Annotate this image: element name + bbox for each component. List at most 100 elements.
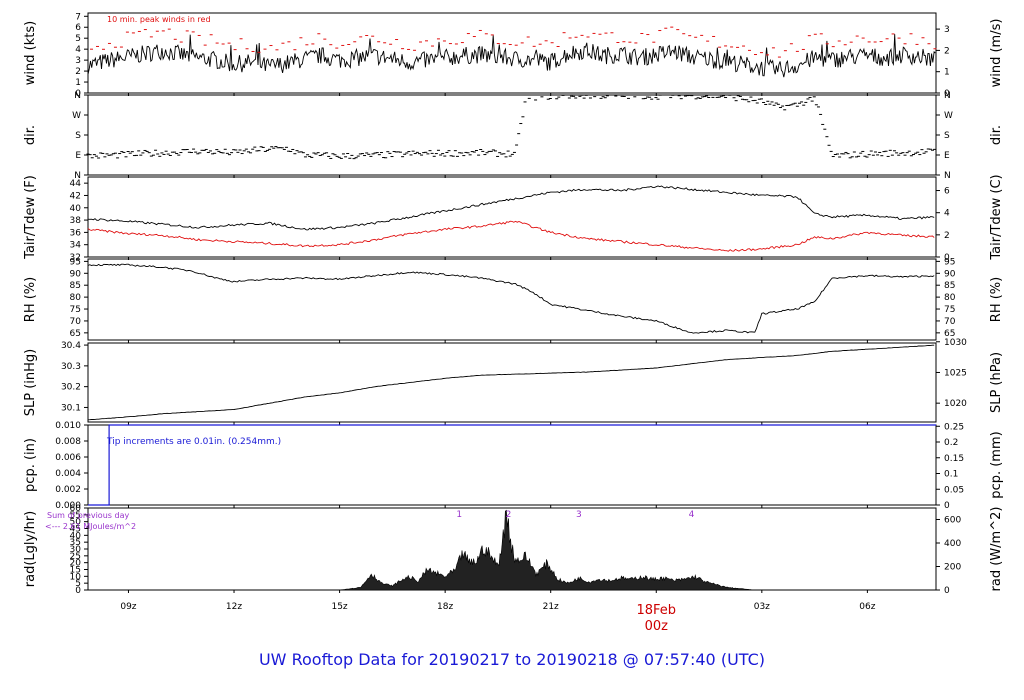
- temp-tick-label-right: 2: [944, 231, 950, 241]
- rad-ylabel: rad(Lgly/hr): [23, 511, 38, 587]
- dir-ylabel-right: dir.: [989, 125, 1004, 145]
- pcp-tick-label-right: 0: [944, 501, 950, 511]
- rh-ylabel: RH (%): [23, 277, 38, 322]
- rad-tick-label: 0: [75, 586, 81, 596]
- slp-ylabel: SLP (inHg): [23, 349, 38, 417]
- rh-ylabel-right: RH (%): [989, 277, 1004, 322]
- x-tick-label: 12z: [226, 602, 242, 612]
- wind-tick-label: 1: [75, 78, 81, 88]
- slp-line: [87, 344, 935, 421]
- date-sublabel: 00z: [645, 619, 669, 634]
- rad-tick-label: 35: [70, 538, 81, 548]
- pcp-tick-label: 0.000: [55, 501, 81, 511]
- panel-slp: SLP (inHg) SLP (hPa) 30.1 30.2 30.3 30.4 1020 1…: [23, 338, 1004, 425]
- pcp-tick-label-right: 0.1: [944, 470, 958, 480]
- wind-speed-line: [87, 34, 936, 78]
- wind-annotation: 10 min. peak winds in red: [107, 15, 211, 24]
- pcp-tick-label: 0.010: [55, 421, 81, 431]
- pcp-tick-label-right: 0.05: [944, 485, 964, 495]
- rad-annotation-line1: Sum of previous day: [47, 511, 129, 520]
- wind-ylabel-right: wind (m/s): [989, 19, 1004, 88]
- rad-tick-label: 60: [70, 504, 82, 514]
- slp-tick-label-right: 1030: [944, 338, 967, 348]
- dir-tick-label: W: [72, 111, 81, 121]
- x-tick-label: 21z: [543, 602, 559, 612]
- wind-tick-label: 4: [75, 45, 81, 55]
- x-tick-label: 03z: [754, 602, 770, 612]
- temp-tick-label-right: 6: [944, 187, 950, 197]
- dir-tick-label-right: N: [944, 91, 951, 101]
- rad-tick-label-right: 200: [944, 562, 961, 572]
- rad-tick-label: 30: [70, 545, 82, 555]
- wind-tick-label: 6: [75, 23, 81, 33]
- pcp-tick-label: 0.008: [55, 437, 81, 447]
- rh-line: [87, 263, 935, 334]
- temp-tick-label: 40: [70, 204, 82, 214]
- dir-tick-label: S: [75, 131, 81, 141]
- temp-tick-label: 44: [70, 179, 82, 189]
- rad-annotation-line2: <--- 2.61 MJoules/m^2: [45, 522, 136, 531]
- rad-tick-label: 5: [75, 579, 81, 589]
- slp-tick-label-right: 1025: [944, 368, 967, 378]
- rh-tick-label: 90: [70, 269, 82, 279]
- pcp-tick-label: 0.006: [55, 453, 81, 463]
- dir-tick-label: E: [75, 151, 81, 161]
- rad-tick-label: 40: [70, 531, 82, 541]
- slp-frame: [87, 342, 937, 423]
- rad-ylabel-right: rad (W/m^2): [989, 507, 1004, 592]
- temp-frame: [87, 176, 937, 258]
- dewpoint-line: [87, 220, 935, 252]
- temp-ylabel: Tair/Tdew (F): [23, 175, 38, 260]
- rh-tick-label-right: 90: [944, 269, 956, 279]
- rad-tick-label: 45: [70, 525, 81, 535]
- wind-tick-label-right: 0: [944, 89, 950, 99]
- chart-title: UW Rooftop Data for 20190217 to 20190218…: [259, 650, 765, 669]
- dir-ylabel: dir.: [23, 125, 38, 145]
- rh-tick-label-right: 65: [944, 329, 955, 339]
- rad-marker: 1: [456, 510, 462, 520]
- temp-tick-label-right: 4: [944, 209, 950, 219]
- pcp-ylabel: pcp. (in): [23, 438, 38, 492]
- rh-tick-label-right: 75: [944, 305, 955, 315]
- rad-marker: 3: [576, 510, 582, 520]
- panel-dir: dir. dir.N NE ES SW WN N: [23, 91, 1004, 181]
- rh-tick-label-right: 70: [944, 317, 956, 327]
- rad-tick-label-right: 400: [944, 539, 961, 549]
- rad-tick-label-right: 600: [944, 515, 961, 525]
- dir-frame: [87, 94, 937, 176]
- x-tick-label: 06z: [859, 602, 875, 612]
- panel-pcp: pcp. (in) pcp. (mm) 0.000 0.002 0.004 0.006 0.…: [23, 421, 1004, 511]
- dir-tick-label-right: E: [944, 151, 950, 161]
- rad-tick-label-right: 0: [944, 586, 950, 596]
- rad-tick-label: 15: [70, 566, 81, 576]
- rad-marker: 2: [506, 510, 512, 520]
- rad-marker: 4: [689, 510, 695, 520]
- temp-tick-label: 34: [70, 241, 82, 251]
- x-tick-label: 09z: [120, 602, 136, 612]
- slp-tick-label: 30.2: [61, 383, 81, 393]
- x-axis: 09z 12z 15z 18z 21z 03z 06z: [120, 602, 875, 612]
- pcp-ylabel-right: pcp. (mm): [989, 431, 1004, 498]
- slp-tick-label-right: 1020: [944, 399, 967, 409]
- pcp-annotation: Tip increments are 0.01in. (0.254mm.): [106, 437, 281, 447]
- temp-tick-label: 36: [70, 228, 82, 238]
- rad-tick-label: 55: [70, 511, 81, 521]
- rad-tick-label: 25: [70, 552, 81, 562]
- air-temp-line: [87, 185, 935, 231]
- panel-rh: RH (%) RH (%) 65 70 75 80 85 90 95 65 70 75 80 85 90 95: [23, 257, 1004, 343]
- slp-tick-label: 30.4: [61, 341, 81, 351]
- temp-ylabel-right: Tair/Tdew (C): [989, 174, 1004, 260]
- wind-ylabel: wind (kts): [23, 21, 38, 85]
- precip-line: [88, 424, 936, 506]
- rh-frame: [87, 258, 937, 341]
- wind-tick-label: 7: [75, 12, 81, 22]
- temp-tick-label: 38: [70, 216, 82, 226]
- rh-tick-label-right: 80: [944, 293, 956, 303]
- rh-tick-label: 70: [70, 317, 82, 327]
- wind-tick-label: 5: [75, 34, 81, 44]
- slp-tick-label: 30.1: [61, 403, 81, 413]
- temp-tick-label: 32: [70, 253, 81, 263]
